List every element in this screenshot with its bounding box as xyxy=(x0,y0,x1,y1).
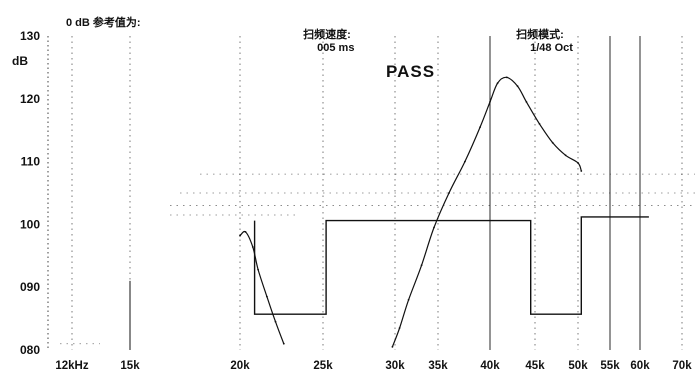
y-tick-label: 120 xyxy=(20,92,40,106)
y-tick-label: 090 xyxy=(20,280,40,294)
sweep-mode-label: 扫频模式: xyxy=(516,29,564,41)
data-point xyxy=(580,170,583,172)
data-point xyxy=(244,231,247,233)
data-point xyxy=(489,101,491,103)
x-tick-label: 35k xyxy=(428,360,448,372)
sweep-speed-label: 扫频速度: xyxy=(303,29,351,41)
sweep-speed-value: 005 ms xyxy=(317,42,355,54)
x-tick-label: 25k xyxy=(313,360,333,372)
data-point xyxy=(407,298,410,301)
y-axis-label: dB xyxy=(12,54,28,68)
x-tick-label: 20k xyxy=(230,360,250,372)
data-point xyxy=(391,346,394,348)
data-point xyxy=(239,234,241,237)
data-point xyxy=(479,126,481,128)
series-measured-response-lower xyxy=(239,230,285,344)
x-tick-label: 30k xyxy=(385,360,405,372)
data-point xyxy=(564,154,567,157)
data-point xyxy=(496,82,499,84)
data-point xyxy=(505,76,508,79)
data-point xyxy=(577,162,579,164)
data-point xyxy=(433,226,435,229)
x-tick-label: 60k xyxy=(630,360,650,372)
data-point xyxy=(464,160,466,163)
data-point xyxy=(538,123,541,125)
response-curves xyxy=(239,76,583,348)
y-tick-label: 080 xyxy=(20,343,40,357)
axes: 080 090 100 110 120 130 dB 12kHz 15k 20k 25k 30k 35k… xyxy=(12,29,692,372)
tolerance-mask xyxy=(253,216,649,315)
x-tick-label: 50k xyxy=(568,360,588,372)
sweep-speed: 扫频速度: 005 ms xyxy=(297,14,354,54)
y-tick-label: 110 xyxy=(21,155,41,169)
data-point xyxy=(282,342,285,345)
data-point xyxy=(257,268,259,271)
data-point xyxy=(448,192,450,194)
x-tick-label: 55k xyxy=(600,360,620,372)
x-tick-label: 40k xyxy=(480,360,500,372)
sweep-mode-value: 1/48 Oct xyxy=(530,42,573,54)
y-tick-label: 100 xyxy=(20,217,40,231)
data-point xyxy=(398,327,401,329)
data-point xyxy=(551,141,554,144)
sweep-mode: 扫频模式: 1/48 Oct xyxy=(510,14,573,54)
x-tick-label: 15k xyxy=(120,360,140,372)
pass-status: PASS xyxy=(386,62,436,81)
x-tick-label: 12kHz xyxy=(55,360,88,372)
data-point xyxy=(251,246,254,248)
data-point xyxy=(420,264,423,267)
data-point xyxy=(266,295,268,298)
series-tolerance-mask xyxy=(253,216,649,315)
x-tick-label: 70k xyxy=(672,360,692,372)
series-measured-response-main xyxy=(391,76,582,348)
data-point xyxy=(274,320,277,323)
grid xyxy=(60,36,695,350)
x-tick-label: 45k xyxy=(525,360,545,372)
data-point xyxy=(516,85,519,88)
data-point xyxy=(525,101,528,103)
y-tick-label: 130 xyxy=(20,29,40,43)
reference-label: 0 dB 参考值为: xyxy=(66,17,141,29)
